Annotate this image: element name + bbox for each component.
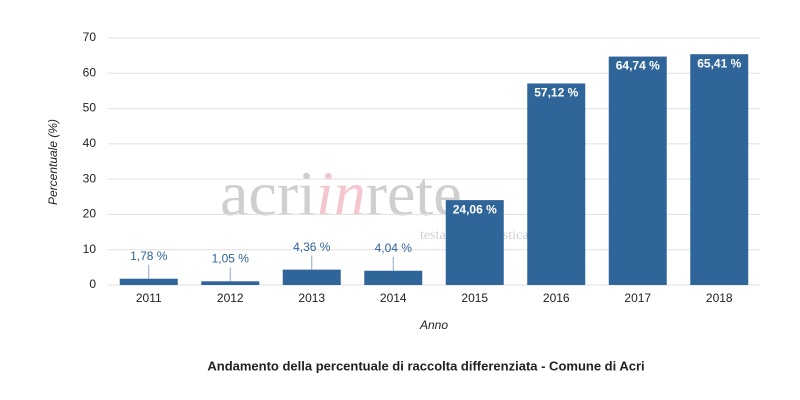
y-tick-label: 70 xyxy=(83,30,97,44)
y-tick-label: 60 xyxy=(83,65,97,79)
bar xyxy=(690,54,749,286)
bar xyxy=(527,83,586,285)
value-label: 4,36 % xyxy=(293,240,331,254)
x-tick-label: 2015 xyxy=(461,291,488,305)
y-tick-label: 40 xyxy=(83,136,97,150)
bar xyxy=(282,269,341,285)
y-tick-label: 20 xyxy=(83,207,97,221)
x-tick-label: 2011 xyxy=(136,291,162,305)
watermark-part: acriinrete xyxy=(220,158,462,229)
watermark-text: rete xyxy=(366,158,462,229)
bar xyxy=(608,56,667,285)
value-label: 1,78 % xyxy=(130,249,168,263)
bar xyxy=(201,281,260,285)
y-tick-label: 30 xyxy=(83,171,97,185)
y-tick-label: 50 xyxy=(83,101,97,115)
value-label: 24,06 % xyxy=(453,202,497,216)
y-tick-label: 10 xyxy=(83,242,97,256)
bar xyxy=(364,270,423,285)
watermark-text: acri xyxy=(220,158,316,229)
x-tick-label: 2012 xyxy=(217,291,244,305)
x-tick-label: 2013 xyxy=(298,291,325,305)
x-tick-label: 2014 xyxy=(380,291,407,305)
y-tick-label: 0 xyxy=(89,277,96,291)
value-label: 65,41 % xyxy=(697,56,741,70)
chart-title: Andamento della percentuale di raccolta … xyxy=(207,358,644,373)
x-axis-label: Anno xyxy=(419,318,448,332)
value-label: 4,04 % xyxy=(375,241,413,255)
watermark: acriinrete testata giornalistica locale xyxy=(220,158,565,244)
watermark-text: in xyxy=(316,158,366,229)
bar xyxy=(445,200,504,285)
x-tick-label: 2018 xyxy=(706,291,733,305)
value-label: 1,05 % xyxy=(212,251,250,265)
x-tick-label: 2017 xyxy=(624,291,651,305)
value-label: 64,74 % xyxy=(616,59,660,73)
x-tick-label: 2016 xyxy=(543,291,570,305)
y-axis-label: Percentuale (%) xyxy=(46,119,60,205)
value-label: 57,12 % xyxy=(534,86,578,100)
bar xyxy=(119,278,178,285)
